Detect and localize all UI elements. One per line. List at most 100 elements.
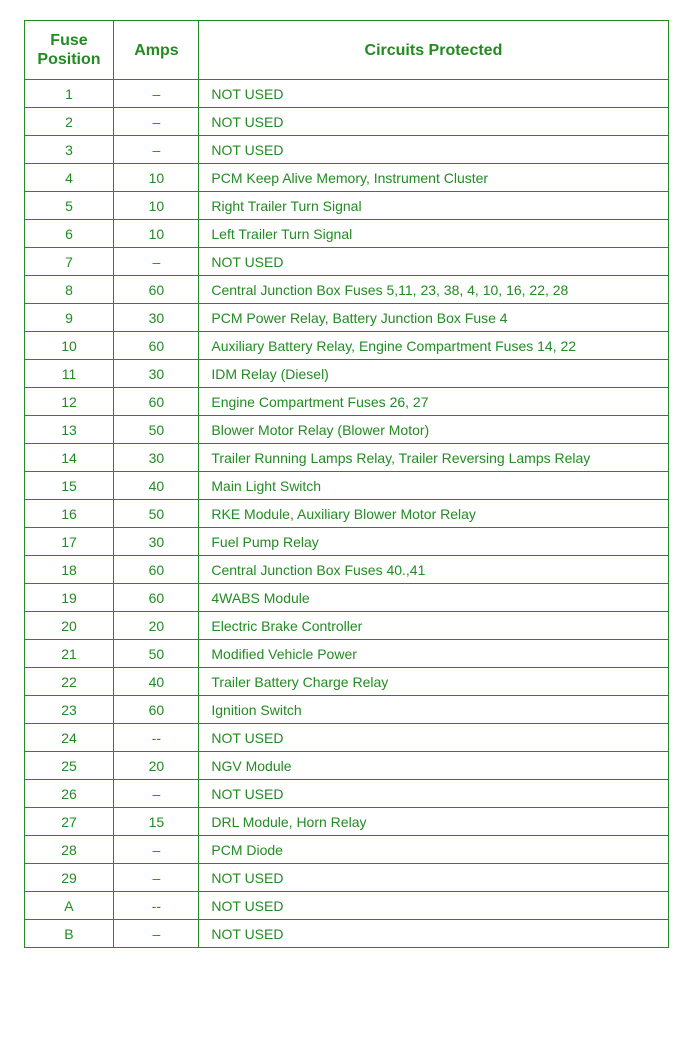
table-row: 2715DRL Module, Horn Relay: [24, 808, 668, 836]
cell-position: 5: [24, 192, 114, 220]
cell-amps: 20: [114, 752, 199, 780]
cell-circuits: 4WABS Module: [199, 584, 668, 612]
cell-circuits: Engine Compartment Fuses 26, 27: [199, 388, 668, 416]
cell-circuits: Main Light Switch: [199, 472, 668, 500]
table-row: 7–NOT USED: [24, 248, 668, 276]
cell-circuits: NOT USED: [199, 892, 668, 920]
cell-position: 21: [24, 640, 114, 668]
table-row: 610Left Trailer Turn Signal: [24, 220, 668, 248]
table-row: 410PCM Keep Alive Memory, Instrument Clu…: [24, 164, 668, 192]
table-row: 29–NOT USED: [24, 864, 668, 892]
cell-amps: –: [114, 780, 199, 808]
cell-position: 2: [24, 108, 114, 136]
cell-circuits: Central Junction Box Fuses 40.,41: [199, 556, 668, 584]
cell-circuits: PCM Diode: [199, 836, 668, 864]
table-row: 2020Electric Brake Controller: [24, 612, 668, 640]
cell-position: 10: [24, 332, 114, 360]
table-body: 1–NOT USED2–NOT USED3–NOT USED410PCM Kee…: [24, 80, 668, 948]
table-row: 860Central Junction Box Fuses 5,11, 23, …: [24, 276, 668, 304]
cell-circuits: Ignition Switch: [199, 696, 668, 724]
table-row: 3–NOT USED: [24, 136, 668, 164]
cell-position: 26: [24, 780, 114, 808]
cell-amps: –: [114, 136, 199, 164]
cell-position: 27: [24, 808, 114, 836]
cell-circuits: Fuel Pump Relay: [199, 528, 668, 556]
cell-amps: 60: [114, 332, 199, 360]
table-row: 19604WABS Module: [24, 584, 668, 612]
cell-circuits: NOT USED: [199, 780, 668, 808]
cell-position: 9: [24, 304, 114, 332]
cell-amps: 60: [114, 388, 199, 416]
table-row: 1130IDM Relay (Diesel): [24, 360, 668, 388]
cell-position: 13: [24, 416, 114, 444]
cell-circuits: NOT USED: [199, 920, 668, 948]
cell-circuits: NOT USED: [199, 248, 668, 276]
cell-circuits: Left Trailer Turn Signal: [199, 220, 668, 248]
cell-position: 19: [24, 584, 114, 612]
cell-amps: 40: [114, 472, 199, 500]
cell-position: 16: [24, 500, 114, 528]
cell-circuits: Electric Brake Controller: [199, 612, 668, 640]
cell-position: 28: [24, 836, 114, 864]
cell-circuits: Blower Motor Relay (Blower Motor): [199, 416, 668, 444]
table-row: 1350Blower Motor Relay (Blower Motor): [24, 416, 668, 444]
cell-circuits: PCM Power Relay, Battery Junction Box Fu…: [199, 304, 668, 332]
table-row: 28–PCM Diode: [24, 836, 668, 864]
header-circuits: Circuits Protected: [199, 21, 668, 80]
table-row: 2240Trailer Battery Charge Relay: [24, 668, 668, 696]
cell-position: 1: [24, 80, 114, 108]
cell-position: 23: [24, 696, 114, 724]
cell-circuits: Trailer Battery Charge Relay: [199, 668, 668, 696]
table-row: 1430Trailer Running Lamps Relay, Trailer…: [24, 444, 668, 472]
cell-circuits: DRL Module, Horn Relay: [199, 808, 668, 836]
table-row: 24--NOT USED: [24, 724, 668, 752]
cell-amps: –: [114, 108, 199, 136]
cell-position: 8: [24, 276, 114, 304]
cell-amps: 50: [114, 640, 199, 668]
cell-circuits: RKE Module, Auxiliary Blower Motor Relay: [199, 500, 668, 528]
cell-amps: 20: [114, 612, 199, 640]
cell-amps: 10: [114, 220, 199, 248]
cell-position: 22: [24, 668, 114, 696]
cell-amps: 60: [114, 276, 199, 304]
cell-amps: 40: [114, 668, 199, 696]
cell-amps: 10: [114, 164, 199, 192]
cell-amps: 10: [114, 192, 199, 220]
table-row: 1060Auxiliary Battery Relay, Engine Comp…: [24, 332, 668, 360]
cell-amps: 50: [114, 500, 199, 528]
cell-amps: 30: [114, 304, 199, 332]
header-amps: Amps: [114, 21, 199, 80]
header-position: Fuse Position: [24, 21, 114, 80]
cell-amps: 30: [114, 528, 199, 556]
table-row: 1540Main Light Switch: [24, 472, 668, 500]
cell-position: 17: [24, 528, 114, 556]
cell-position: 18: [24, 556, 114, 584]
cell-circuits: NOT USED: [199, 80, 668, 108]
fuse-table: Fuse Position Amps Circuits Protected 1–…: [24, 20, 669, 948]
cell-position: 12: [24, 388, 114, 416]
cell-amps: 60: [114, 556, 199, 584]
cell-position: 6: [24, 220, 114, 248]
cell-position: 4: [24, 164, 114, 192]
cell-circuits: NOT USED: [199, 864, 668, 892]
cell-circuits: Modified Vehicle Power: [199, 640, 668, 668]
cell-circuits: IDM Relay (Diesel): [199, 360, 668, 388]
table-row: 2360Ignition Switch: [24, 696, 668, 724]
cell-amps: 50: [114, 416, 199, 444]
cell-circuits: Right Trailer Turn Signal: [199, 192, 668, 220]
cell-circuits: Auxiliary Battery Relay, Engine Compartm…: [199, 332, 668, 360]
cell-circuits: Trailer Running Lamps Relay, Trailer Rev…: [199, 444, 668, 472]
cell-circuits: NOT USED: [199, 108, 668, 136]
table-row: 510Right Trailer Turn Signal: [24, 192, 668, 220]
cell-amps: 60: [114, 584, 199, 612]
cell-position: 15: [24, 472, 114, 500]
cell-circuits: NOT USED: [199, 136, 668, 164]
table-row: 1260Engine Compartment Fuses 26, 27: [24, 388, 668, 416]
cell-circuits: NGV Module: [199, 752, 668, 780]
table-row: 1730Fuel Pump Relay: [24, 528, 668, 556]
cell-circuits: NOT USED: [199, 724, 668, 752]
cell-position: 20: [24, 612, 114, 640]
cell-circuits: Central Junction Box Fuses 5,11, 23, 38,…: [199, 276, 668, 304]
cell-amps: 15: [114, 808, 199, 836]
cell-position: A: [24, 892, 114, 920]
